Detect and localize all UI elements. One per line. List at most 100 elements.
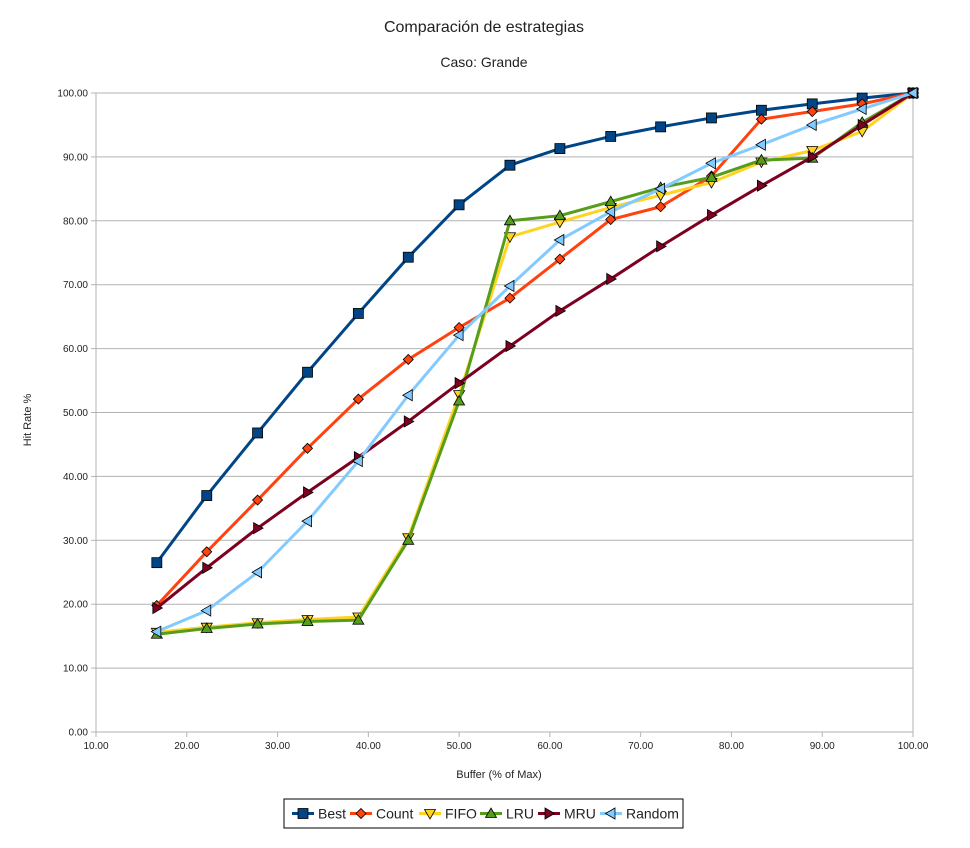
data-point-random	[906, 86, 918, 100]
data-point-random	[604, 205, 616, 219]
data-point-best	[252, 427, 263, 439]
legend-swatch-marker	[484, 807, 498, 818]
data-point-random	[352, 454, 363, 468]
data-point-count	[301, 442, 314, 454]
series-lru	[150, 86, 920, 639]
data-point-best	[655, 121, 667, 133]
y-tick-label: 30.00	[63, 536, 88, 547]
legend-swatch-marker	[355, 807, 367, 820]
data-point-lru	[604, 195, 617, 207]
data-point-lru	[402, 534, 415, 545]
data-point-count	[806, 105, 818, 118]
data-point-mru	[152, 601, 164, 615]
legend-swatch-marker	[423, 809, 437, 820]
data-point-lru	[251, 617, 264, 629]
legend-swatch-marker	[297, 808, 309, 819]
data-point-mru	[807, 150, 819, 164]
legend-label: LRU	[506, 806, 534, 822]
series-line-random	[156, 91, 914, 634]
data-point-best	[352, 308, 364, 319]
series-line-mru	[155, 91, 914, 610]
legend-item-lru: LRU	[480, 806, 534, 822]
plot-area-border	[95, 92, 914, 733]
series-layer	[150, 86, 920, 639]
y-tick-label: 0.00	[69, 728, 89, 739]
y-tick-label: 50.00	[63, 408, 88, 419]
data-point-best	[706, 112, 717, 124]
series-line-fifo	[156, 91, 914, 634]
y-tick-label: 90.00	[63, 152, 88, 163]
legend-swatch-marker	[604, 807, 616, 820]
x-tick-label: 50.00	[447, 741, 472, 752]
x-tick-label: 60.00	[537, 741, 562, 752]
data-point-lru	[452, 394, 466, 406]
data-point-random	[553, 233, 565, 247]
chart-title: Comparación de estrategias	[384, 19, 584, 36]
data-point-count	[755, 113, 767, 125]
data-point-random	[755, 138, 766, 151]
y-axis-ticks: 0.00 10.00 20.00 30.00 40.00 50.00 60.00 70.00 8…	[57, 89, 96, 739]
data-point-mru	[505, 339, 517, 353]
chart-subtitle: Caso: Grande	[440, 54, 527, 70]
y-tick-label: 70.00	[63, 280, 88, 291]
series-line-count	[155, 91, 914, 607]
data-point-random	[503, 279, 515, 293]
series-line-lru	[156, 91, 914, 636]
y-tick-label: 10.00	[63, 664, 88, 675]
data-point-lru	[755, 153, 768, 165]
data-point-random	[654, 182, 666, 196]
series-random	[150, 86, 918, 638]
y-tick-label: 100.00	[57, 89, 88, 100]
x-tick-label: 10.00	[83, 741, 108, 752]
legend-label: FIFO	[445, 806, 477, 822]
legend-item-count: Count	[350, 806, 413, 822]
legend-label: Random	[626, 806, 679, 822]
legend-item-random: Random	[600, 806, 679, 822]
data-point-mru	[707, 208, 718, 222]
data-point-random	[200, 604, 212, 617]
x-tick-label: 20.00	[174, 741, 199, 752]
legend-label: Count	[376, 806, 413, 822]
data-point-random	[401, 389, 413, 402]
data-point-mru	[403, 415, 415, 428]
y-tick-label: 40.00	[63, 472, 88, 483]
x-axis-title: Buffer (% of Max)	[456, 769, 541, 781]
data-point-lru	[705, 171, 718, 182]
data-point-best	[554, 143, 566, 154]
data-point-mru	[303, 486, 314, 499]
series-fifo	[150, 88, 920, 639]
legend: Best Count FIFO LRU MRU Random	[283, 798, 684, 829]
data-point-count	[655, 201, 667, 213]
data-point-random	[705, 157, 716, 170]
legend-item-best: Best	[292, 806, 346, 822]
data-point-lru	[301, 615, 314, 626]
x-tick-label: 40.00	[356, 741, 381, 752]
y-tick-label: 20.00	[63, 600, 88, 611]
data-point-count	[504, 292, 516, 304]
data-point-lru	[200, 622, 213, 633]
data-point-mru	[857, 118, 869, 132]
legend-item-mru: MRU	[538, 806, 596, 822]
grid-lines	[96, 92, 913, 733]
data-point-mru	[202, 561, 214, 574]
y-tick-label: 80.00	[63, 216, 88, 227]
legend-swatch-marker	[544, 807, 556, 820]
data-point-fifo	[806, 146, 819, 157]
data-point-random	[150, 625, 162, 638]
data-point-lru	[352, 613, 365, 625]
data-point-count	[554, 253, 566, 265]
x-tick-label: 70.00	[628, 741, 653, 752]
data-point-mru	[757, 179, 768, 192]
series-mru	[152, 86, 920, 615]
x-tick-label: 80.00	[719, 741, 744, 752]
y-axis-title: Hit Rate %	[22, 393, 34, 446]
x-tick-label: 90.00	[810, 741, 835, 752]
data-point-count	[252, 494, 264, 506]
data-point-random	[251, 566, 262, 579]
series-count	[151, 87, 919, 612]
data-point-mru	[253, 521, 264, 535]
data-point-count	[201, 546, 213, 558]
data-point-mru	[454, 376, 466, 390]
legend-label: MRU	[564, 806, 596, 822]
